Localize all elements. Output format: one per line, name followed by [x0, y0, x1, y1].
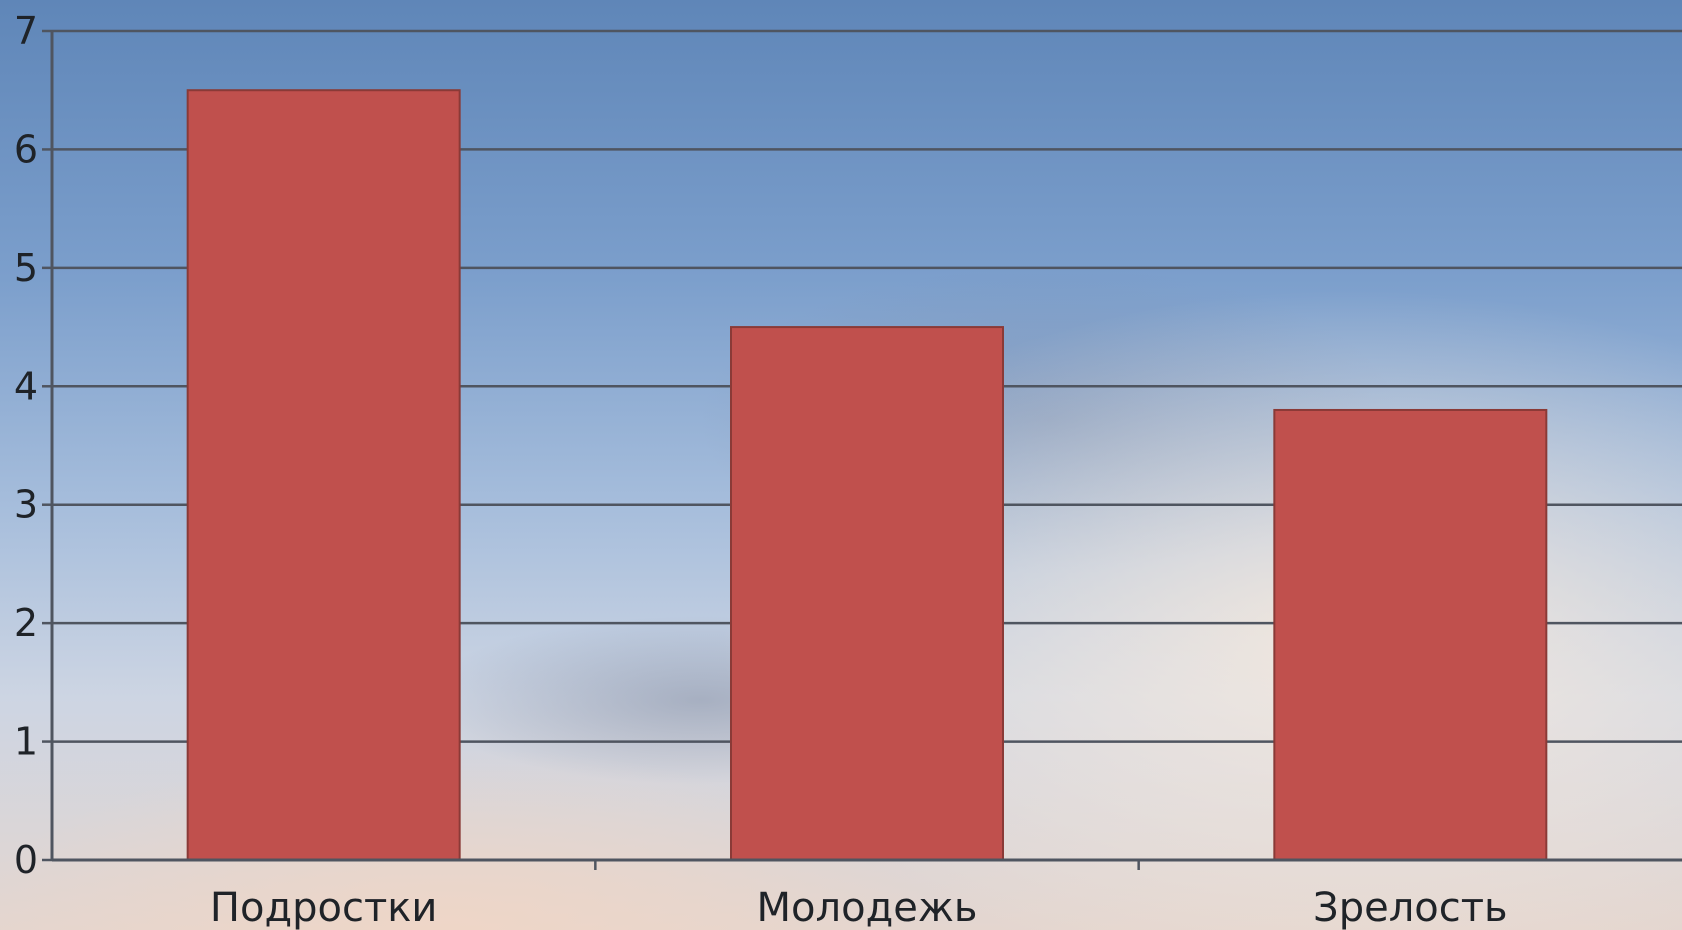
y-tick-label: 1: [14, 720, 38, 764]
y-tick-label: 2: [14, 601, 38, 645]
y-tick-label: 6: [14, 127, 38, 171]
y-tick-label: 4: [14, 364, 38, 408]
x-tick-label: Молодежь: [757, 885, 978, 930]
bar: [1273, 408, 1548, 861]
y-tick-label: 3: [14, 483, 38, 527]
y-tick-label: 0: [14, 838, 38, 882]
x-tick-labels: Подростки Молодежь Зрелость: [210, 885, 1508, 930]
y-tick-label: 5: [14, 246, 38, 290]
axes: [42, 29, 1682, 870]
x-tick-label: Подростки: [210, 885, 438, 930]
bar: [186, 89, 461, 861]
y-tick-label: 7: [14, 9, 38, 53]
y-tick-labels: 0 1 2 3 4 5 6 7: [14, 9, 38, 882]
x-tick-label: Зрелость: [1313, 885, 1508, 930]
bar: [730, 326, 1004, 862]
bars: [186, 89, 1548, 862]
